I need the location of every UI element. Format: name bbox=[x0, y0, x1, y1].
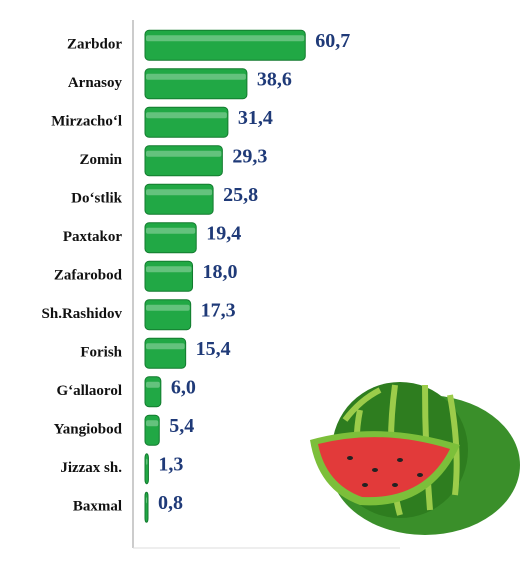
data-label: 5,4 bbox=[169, 415, 194, 437]
bar bbox=[144, 29, 306, 61]
bar-highlight bbox=[146, 227, 196, 234]
y-tick-label: Jizzax sh. bbox=[60, 460, 122, 476]
bar-highlight bbox=[146, 497, 147, 504]
bar-highlight bbox=[146, 266, 192, 273]
y-tick-label: Paxtakor bbox=[63, 229, 123, 245]
bar-highlight bbox=[146, 73, 246, 80]
y-tick-label: Do‘stlik bbox=[71, 191, 122, 207]
y-tick-label: G‘allaorol bbox=[56, 383, 122, 399]
y-tick-label: Forish bbox=[80, 345, 122, 361]
bar-highlight bbox=[146, 304, 190, 311]
data-label: 38,6 bbox=[257, 68, 292, 90]
y-tick-label: Zomin bbox=[79, 152, 122, 168]
bar bbox=[144, 260, 194, 292]
bar bbox=[144, 299, 192, 331]
bar bbox=[144, 491, 149, 523]
y-tick-label: Zarbdor bbox=[67, 37, 122, 53]
bar-highlight bbox=[146, 112, 227, 119]
data-label: 0,8 bbox=[158, 492, 183, 514]
bar bbox=[144, 145, 223, 177]
data-label: 31,4 bbox=[238, 107, 273, 129]
data-label: 19,4 bbox=[206, 222, 241, 244]
bar-highlight bbox=[146, 150, 222, 157]
y-tick-label: Mirzacho‘l bbox=[51, 114, 122, 130]
bar bbox=[144, 183, 214, 215]
bar bbox=[144, 337, 187, 369]
bar-highlight bbox=[146, 420, 159, 427]
data-label: 15,4 bbox=[196, 338, 231, 360]
data-label: 17,3 bbox=[201, 299, 236, 321]
y-tick-label: Arnasoy bbox=[68, 75, 123, 91]
bar bbox=[144, 376, 162, 408]
data-label: 25,8 bbox=[223, 184, 258, 206]
bar-highlight bbox=[146, 381, 160, 388]
y-tick-label: Baxmal bbox=[73, 499, 122, 515]
bar-highlight bbox=[146, 189, 213, 196]
y-tick-label: Zafarobod bbox=[54, 268, 123, 284]
data-label: 60,7 bbox=[315, 30, 350, 52]
y-tick-label: Yangiobod bbox=[54, 422, 123, 438]
bar bbox=[144, 414, 160, 446]
bar-highlight bbox=[146, 458, 148, 465]
data-label: 6,0 bbox=[171, 376, 196, 398]
bar-highlight bbox=[146, 343, 185, 350]
data-label: 1,3 bbox=[158, 453, 183, 475]
y-tick-label: Sh.Rashidov bbox=[42, 306, 123, 322]
data-label: 18,0 bbox=[203, 261, 238, 283]
data-label: 29,3 bbox=[232, 145, 267, 167]
bar-highlight bbox=[146, 35, 305, 42]
watermelon bbox=[310, 382, 520, 535]
bar bbox=[144, 106, 229, 138]
bar bbox=[144, 222, 197, 254]
bar bbox=[144, 453, 149, 485]
bar bbox=[144, 68, 248, 100]
